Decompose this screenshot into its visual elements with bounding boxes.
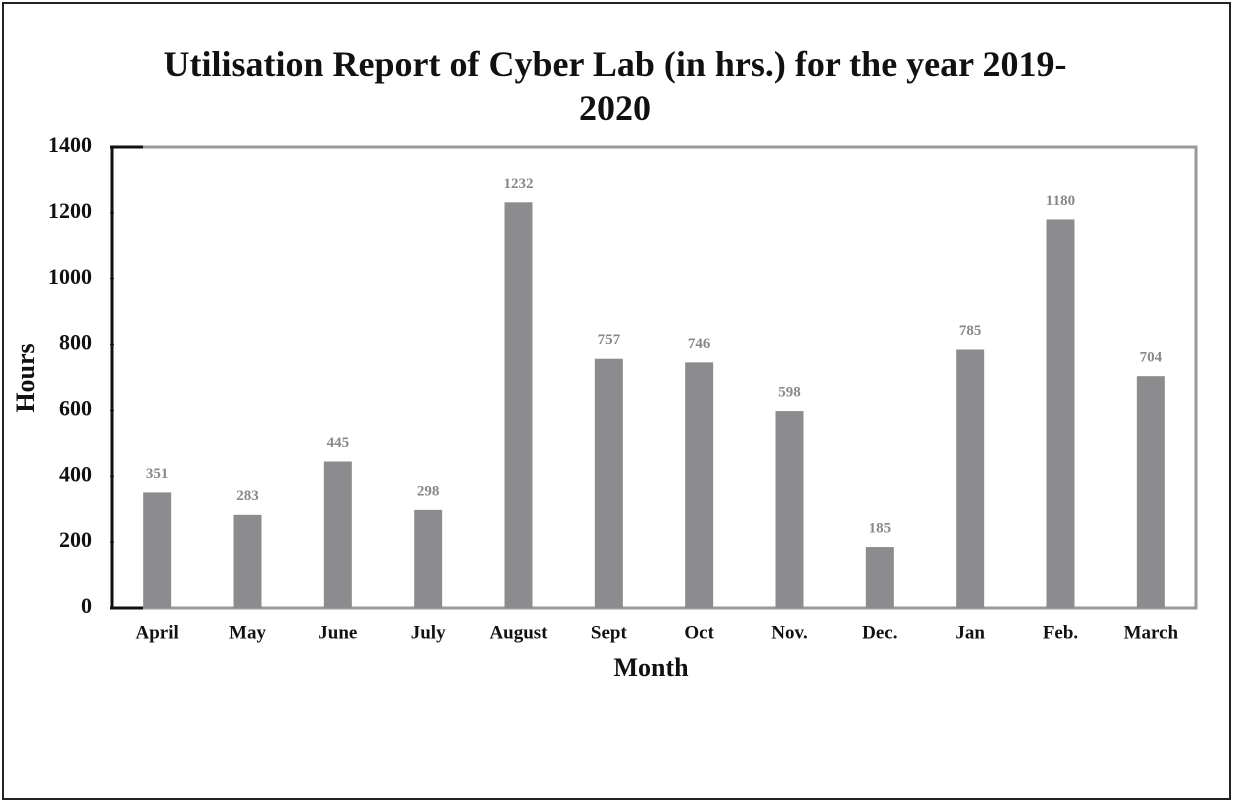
y-tick-label: 400 [59,461,92,486]
y-tick-label: 0 [81,593,92,618]
bar [1136,376,1165,608]
data-label: 746 [688,336,711,352]
data-label: 283 [236,488,259,504]
bar [1046,219,1075,608]
x-tick-label: March [1124,622,1179,643]
data-label: 785 [959,323,982,339]
chart-title: Utilisation Report of Cyber Lab (in hrs.… [163,44,1067,128]
bar [143,492,172,608]
x-tick-label: July [411,622,446,643]
data-label: 298 [417,483,440,499]
x-tick-label: August [489,622,548,643]
x-tick-label: Sept [591,622,628,643]
bar [685,362,714,608]
data-label: 445 [327,435,350,451]
y-tick-label: 1200 [48,198,92,223]
data-label: 757 [598,332,621,348]
y-tick-label: 1400 [48,132,92,157]
y-tick-label: 1000 [48,264,92,289]
x-tick-label: May [229,622,266,643]
x-axis-label: Month [613,653,689,682]
data-label: 1180 [1046,193,1075,209]
y-tick-label: 200 [59,527,92,552]
data-label: 1232 [504,176,534,192]
x-tick-label: Feb. [1043,622,1078,643]
y-tick-label: 600 [59,395,92,420]
bar [775,411,804,608]
x-tick-label: Nov. [771,622,807,643]
bar [414,509,443,608]
bar [233,514,262,608]
y-axis-label: Hours [11,343,40,412]
x-tick-label: April [136,622,179,643]
plot-border [110,145,1198,610]
data-label: 185 [869,521,892,537]
data-label: 704 [1140,350,1163,366]
x-tick-label: June [318,622,357,643]
x-tick-label: Dec. [862,622,897,643]
data-label: 598 [778,385,801,401]
bar [323,461,352,608]
bar [594,358,623,608]
data-label: 351 [146,466,169,482]
y-tick-label: 800 [59,330,92,355]
bar [956,349,985,608]
bar [865,547,894,608]
x-tick-label: Jan [955,622,985,643]
x-tick-label: Oct [684,622,714,643]
bar [504,202,533,608]
